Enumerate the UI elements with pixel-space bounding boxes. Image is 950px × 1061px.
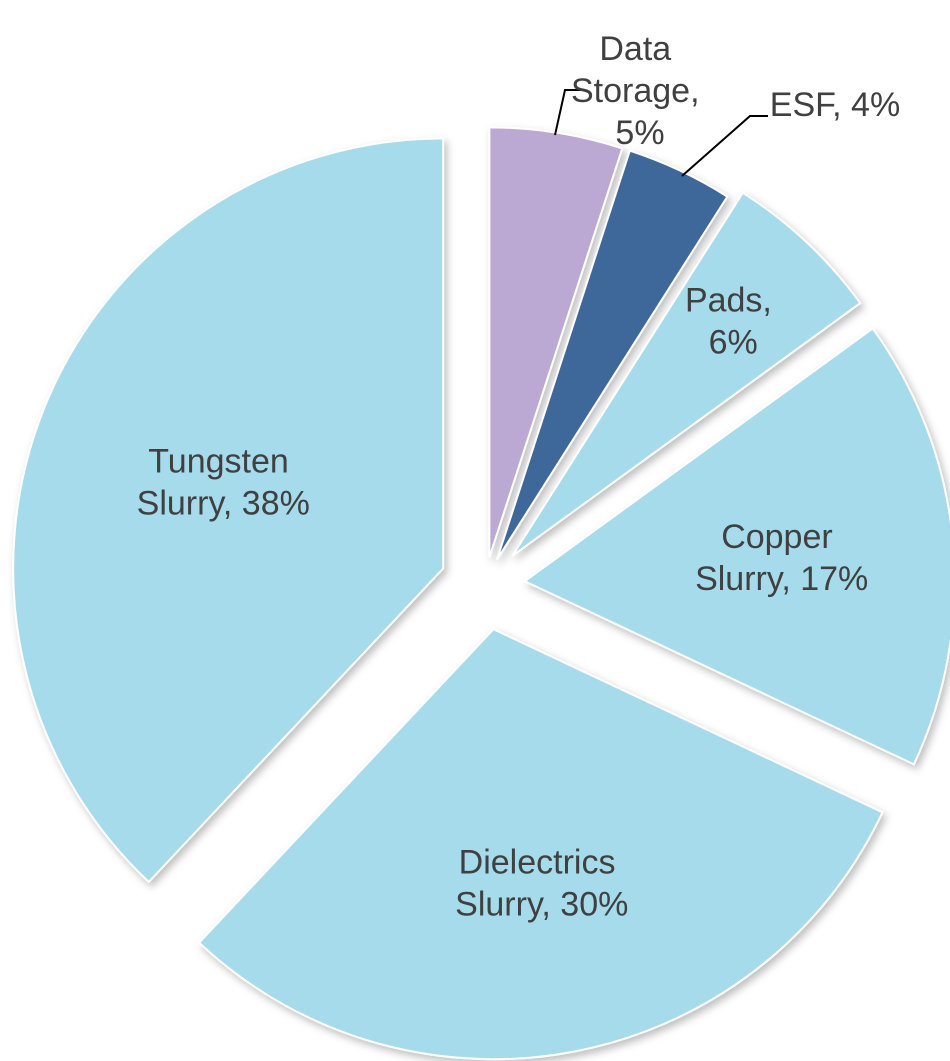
pie-slice (522, 327, 950, 766)
pie-slice (197, 627, 884, 1061)
leader-line (681, 115, 768, 177)
leader-line (554, 89, 582, 136)
labels: Data Storage, 5% ESF, 4% Pads, 6% Copper Sl… (137, 30, 901, 924)
data-label: Dielectrics Slurry, 30% (455, 844, 628, 924)
pie-slice (511, 191, 862, 557)
pie-slice (488, 126, 624, 558)
data-label: Copper Slurry, 17% (695, 518, 868, 598)
pie-slice (12, 137, 445, 884)
data-label: Tungsten Slurry, 38% (137, 442, 310, 522)
data-label: Data Storage, 5% (571, 30, 709, 152)
slices (12, 126, 950, 1061)
data-label: ESF, 4% (770, 86, 900, 124)
data-label: Pads, 6% (685, 282, 781, 362)
pie-slice (495, 149, 729, 561)
